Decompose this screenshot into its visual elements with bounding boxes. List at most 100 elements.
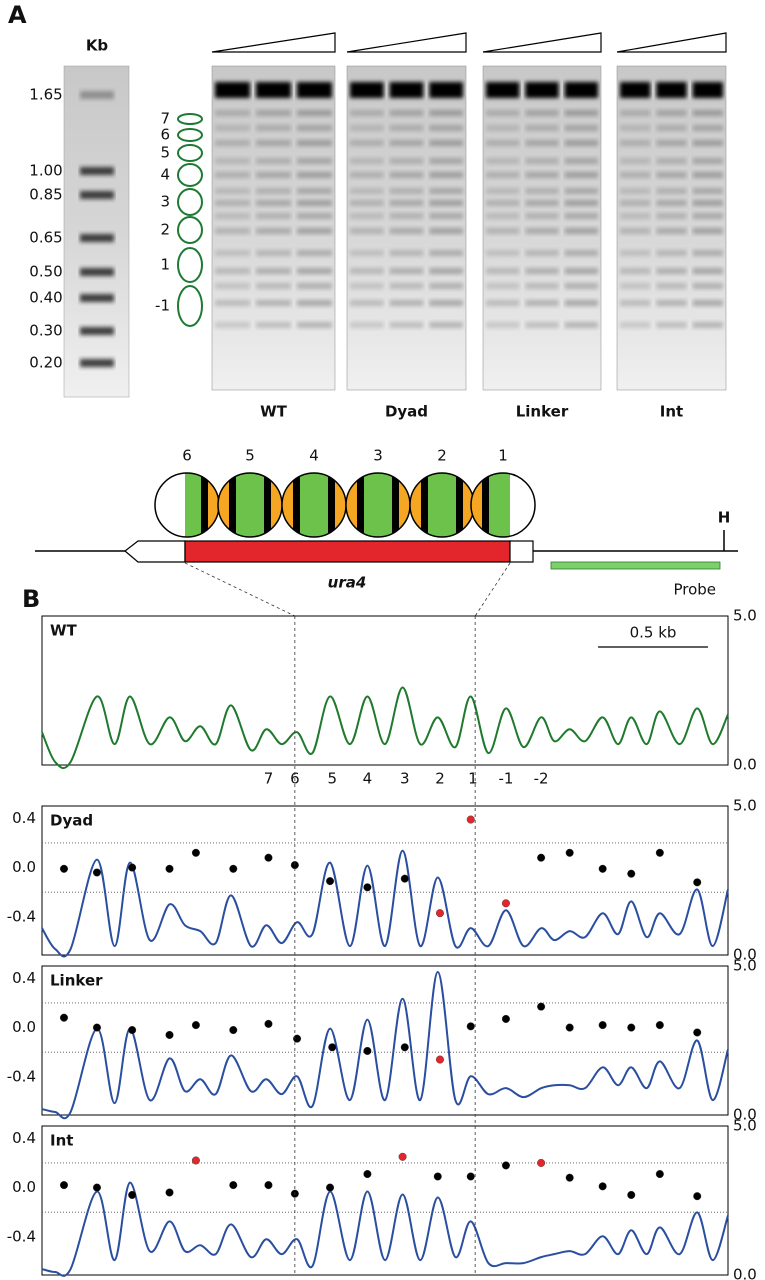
nucleosome-label: 6 bbox=[160, 126, 170, 144]
gel-band bbox=[486, 250, 520, 256]
dot bbox=[693, 878, 702, 887]
gel-band bbox=[297, 110, 332, 116]
dot bbox=[627, 1190, 636, 1199]
gel-band bbox=[215, 228, 250, 234]
gel-band bbox=[486, 300, 520, 306]
gradient-triangle bbox=[211, 32, 336, 53]
gel-band bbox=[350, 82, 384, 98]
gel-band bbox=[389, 213, 424, 219]
gel-band bbox=[656, 250, 687, 256]
y-tick-label: -0.4 bbox=[7, 1067, 36, 1085]
nucleosome-outline bbox=[177, 128, 203, 142]
dot bbox=[598, 864, 607, 873]
gel-band bbox=[256, 268, 291, 274]
gel-band bbox=[350, 188, 384, 194]
gel-band bbox=[256, 300, 291, 306]
nucleosome-stripe bbox=[482, 473, 489, 537]
gel-band bbox=[350, 300, 384, 306]
y-tick-label: 0.0 bbox=[12, 1018, 36, 1036]
nucleosome-stripe bbox=[357, 473, 364, 537]
dot bbox=[229, 1181, 238, 1190]
gel-band bbox=[486, 322, 520, 328]
y-tick-label: 0.4 bbox=[12, 809, 36, 827]
marker-label: 1.00 bbox=[29, 162, 62, 180]
dot bbox=[565, 848, 574, 857]
gel-band bbox=[389, 300, 424, 306]
gel-band bbox=[297, 268, 332, 274]
trace bbox=[41, 970, 729, 1120]
gel-band bbox=[389, 125, 424, 131]
lane-label: Linker bbox=[516, 403, 569, 421]
gel-band bbox=[564, 322, 598, 328]
dot bbox=[128, 863, 137, 872]
gel-band bbox=[350, 322, 384, 328]
gel-band bbox=[486, 110, 520, 116]
dot bbox=[400, 1043, 409, 1052]
dot bbox=[565, 1173, 574, 1182]
nucleosome-label: 4 bbox=[160, 166, 170, 184]
gel-band bbox=[350, 125, 384, 131]
gel-background bbox=[63, 65, 130, 398]
gel-band bbox=[692, 283, 723, 289]
gel-band bbox=[692, 125, 723, 131]
nucleosome-core bbox=[300, 473, 328, 537]
gel-band bbox=[692, 82, 723, 98]
gel-band bbox=[525, 283, 559, 289]
marker-header: Kb bbox=[86, 37, 109, 55]
lane-label: Int bbox=[660, 403, 683, 421]
gel-band bbox=[620, 188, 651, 194]
dot bbox=[537, 1158, 546, 1167]
gel-band bbox=[525, 300, 559, 306]
gel-band bbox=[525, 250, 559, 256]
gel-band bbox=[215, 140, 250, 146]
gel-band bbox=[256, 200, 291, 206]
gel-band bbox=[350, 158, 384, 164]
gel-band bbox=[564, 82, 598, 98]
gel-band bbox=[297, 213, 332, 219]
gel-band bbox=[297, 200, 332, 206]
nucleosome-label: -1 bbox=[155, 297, 170, 315]
dot bbox=[435, 909, 444, 918]
gel-band bbox=[564, 300, 598, 306]
gel-band bbox=[297, 300, 332, 306]
gel-band bbox=[620, 283, 651, 289]
gel-band bbox=[297, 188, 332, 194]
gel-band bbox=[80, 191, 114, 199]
nucleosome-outline bbox=[177, 144, 203, 162]
gel-band bbox=[620, 140, 651, 146]
dot bbox=[466, 1022, 475, 1031]
gel-band bbox=[656, 300, 687, 306]
gel-band bbox=[564, 125, 598, 131]
nucleosome-number: 5 bbox=[245, 447, 255, 465]
gel-band bbox=[350, 283, 384, 289]
gel-band bbox=[564, 268, 598, 274]
gel-band bbox=[429, 110, 463, 116]
scale-bar-label: 0.5 kb bbox=[630, 624, 677, 642]
gel-band bbox=[215, 172, 250, 178]
dot bbox=[400, 874, 409, 883]
gel-band bbox=[486, 213, 520, 219]
nucleosome-core bbox=[364, 473, 392, 537]
gel-band bbox=[564, 213, 598, 219]
dot bbox=[435, 1055, 444, 1064]
dot bbox=[59, 864, 68, 873]
gel-band bbox=[256, 283, 291, 289]
gel-band bbox=[656, 82, 687, 98]
gel-band bbox=[692, 300, 723, 306]
dot bbox=[501, 1161, 510, 1170]
dot bbox=[92, 1183, 101, 1192]
dot bbox=[627, 1023, 636, 1032]
y2-tick-label: 5.0 bbox=[733, 797, 757, 815]
y2-tick-label: 0.0 bbox=[733, 1106, 757, 1124]
gel-band bbox=[620, 213, 651, 219]
dot bbox=[501, 899, 510, 908]
dot bbox=[128, 1190, 137, 1199]
gel-band bbox=[429, 213, 463, 219]
gel-band bbox=[256, 213, 291, 219]
y-tick-label: 0.4 bbox=[12, 969, 36, 987]
dot bbox=[598, 1182, 607, 1191]
gel-band bbox=[256, 82, 291, 98]
gel-band bbox=[350, 172, 384, 178]
